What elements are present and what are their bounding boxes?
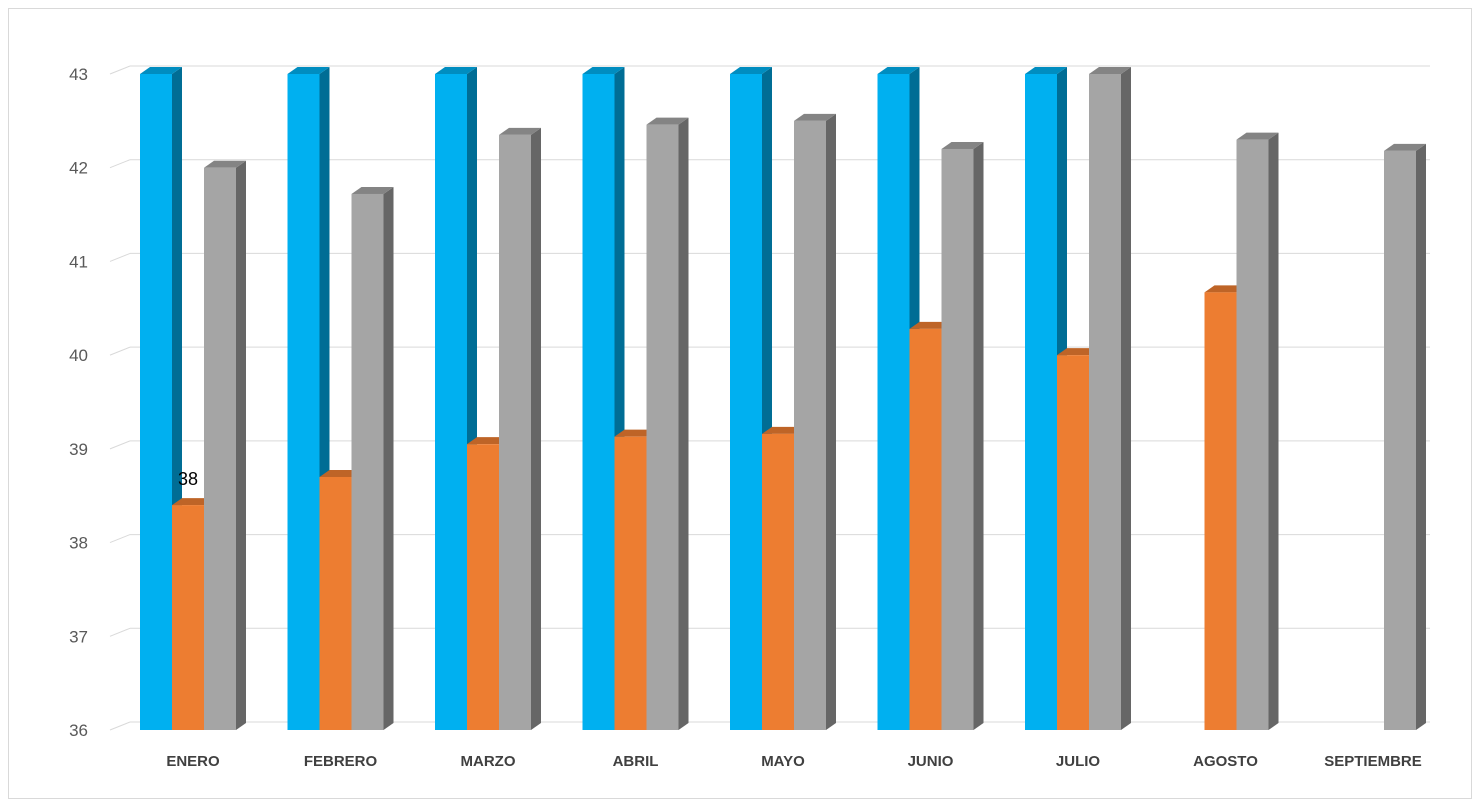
bar-front [1236, 139, 1269, 731]
y-tick-label: 36 [69, 721, 88, 740]
x-tick-label: MAYO [761, 753, 805, 770]
bars [140, 67, 1426, 731]
bar-front [877, 74, 910, 730]
bar-front [1025, 74, 1057, 730]
y-tick-label: 41 [69, 252, 88, 271]
bar-top [1057, 348, 1099, 356]
bar-top [582, 67, 625, 74]
bar-front [1089, 74, 1121, 730]
bar-front [909, 328, 942, 730]
bar-julio-s2 [1089, 67, 1131, 730]
x-tick-label: AGOSTO [1193, 753, 1258, 770]
bar-front [794, 120, 826, 731]
y-tick-label: 37 [69, 627, 88, 646]
bar-top [762, 426, 804, 434]
bar-top [287, 67, 330, 74]
bar-agosto-s2 [1236, 132, 1279, 731]
x-tick-label: JULIO [1056, 753, 1101, 770]
data-label: 38 [178, 469, 198, 489]
bar-front [730, 74, 762, 730]
bar-front [287, 74, 320, 730]
bar-top [435, 67, 477, 74]
gridline-diag-6 [109, 159, 131, 169]
bar-top [467, 437, 509, 445]
x-axis-labels: ENERO FEBRERO MARZO ABRIL MAYO JUNIO JULIO AGOS… [166, 753, 1421, 770]
gridline-diag-4 [109, 346, 131, 356]
gridline-diag-5 [109, 252, 131, 262]
bar-mayo-s2 [794, 113, 836, 731]
bar-front [1057, 355, 1089, 730]
bar-front [435, 74, 467, 730]
bar-top [351, 186, 394, 194]
bar-front [172, 505, 204, 730]
y-tick-label: 42 [69, 159, 88, 178]
bar-side [678, 117, 689, 730]
x-tick-label: SEPTIEMBRE [1324, 753, 1422, 770]
bar-top [877, 67, 920, 74]
y-axis-ticks: 36 37 38 39 40 41 42 43 [69, 65, 88, 740]
bar-side [531, 127, 541, 730]
bar-front [499, 134, 531, 730]
bar-side [383, 186, 394, 730]
gridline-diag-7 [109, 65, 131, 75]
bar-front [319, 476, 352, 730]
bar-front [582, 74, 615, 730]
bar-enero-s2 [204, 160, 246, 730]
bar-junio-s2 [941, 141, 984, 730]
bar-top [941, 141, 984, 149]
bar-febrero-s0 [287, 67, 330, 730]
bar-top [1204, 285, 1247, 293]
bar-front [204, 167, 236, 730]
bar-febrero-s2 [351, 186, 394, 730]
bar-side [826, 113, 836, 731]
x-tick-label: ENERO [166, 753, 220, 770]
bar-top [140, 67, 182, 74]
bar-septiembre-s2 [1384, 143, 1426, 731]
bar-front [467, 444, 499, 730]
gridline-diag-0 [109, 721, 131, 731]
bar-front [140, 74, 172, 730]
gridline-diag-2 [109, 534, 131, 544]
bar-top [646, 117, 689, 125]
bar-side [236, 160, 246, 730]
bar-side [973, 141, 984, 730]
bar-front [351, 193, 384, 730]
bar-top [730, 67, 772, 74]
data-labels: 38 [178, 469, 198, 489]
bar-abril-s2 [646, 117, 689, 730]
bar-top [204, 160, 246, 168]
gridline-diag-3 [109, 440, 131, 450]
bar-front [1204, 292, 1237, 730]
bar-front [1384, 150, 1416, 731]
bar-top [614, 429, 657, 437]
bar-top [1025, 67, 1067, 74]
x-tick-label: MARZO [461, 753, 516, 770]
x-tick-label: JUNIO [908, 753, 954, 770]
y-tick-label: 40 [69, 346, 88, 365]
bar-front [614, 436, 647, 730]
bar-top [172, 498, 214, 506]
bar-top [319, 469, 362, 477]
bar-side [1416, 143, 1426, 731]
bar-top [1384, 143, 1426, 151]
bar-front [941, 148, 974, 730]
bar-top [909, 321, 952, 329]
bar-top [1236, 132, 1279, 140]
bar-top [794, 113, 836, 121]
bar-front [646, 124, 679, 730]
bar-top [1089, 67, 1131, 74]
x-tick-label: ABRIL [613, 753, 659, 770]
bar-marzo-s2 [499, 127, 541, 730]
y-tick-label: 43 [69, 65, 88, 84]
gridline-diag-1 [109, 627, 131, 637]
y-tick-label: 39 [69, 440, 88, 459]
bar-side [1121, 67, 1131, 730]
bar-side [1268, 132, 1279, 731]
y-tick-label: 38 [69, 534, 88, 553]
x-tick-label: FEBRERO [304, 753, 378, 770]
bar-front [762, 433, 794, 730]
bar-top [499, 127, 541, 135]
